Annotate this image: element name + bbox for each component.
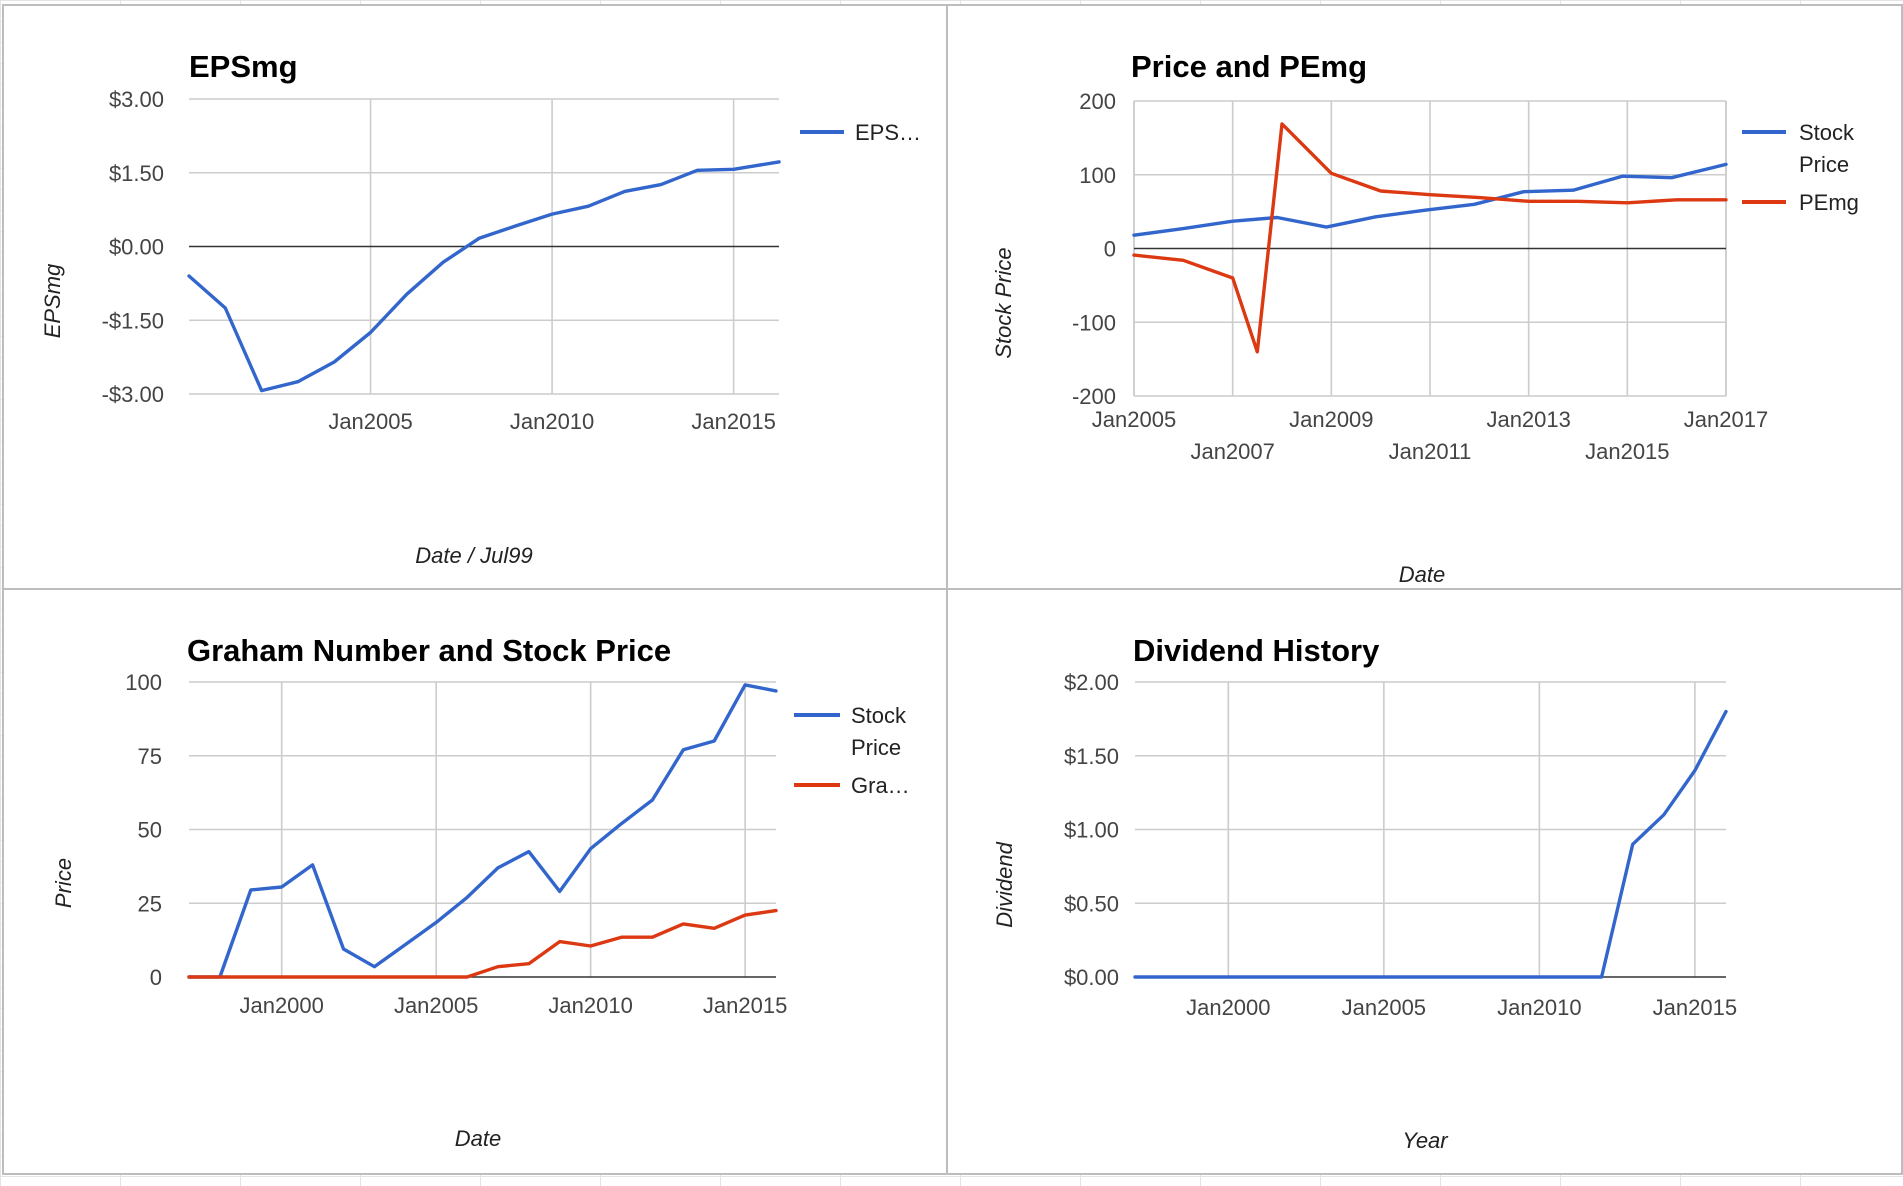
y-tick-label: 50 xyxy=(138,818,162,843)
x-tick-label: Jan2009 xyxy=(1289,407,1373,432)
series-line-stock-price xyxy=(1132,162,1728,237)
x-tick-label: Jan2015 xyxy=(691,409,775,434)
chart-dividend-history-svg: Dividend History Year Dividend $2.00 $1.5… xyxy=(992,633,1737,1153)
y-tick-label: $3.00 xyxy=(109,87,164,112)
y-axis-label: Price xyxy=(51,858,76,908)
y-tick-label: $0.50 xyxy=(1064,891,1119,916)
legend-label-price: Price xyxy=(1799,152,1849,177)
x-tick-label: Jan2015 xyxy=(1653,995,1737,1020)
x-tick-label: Jan2017 xyxy=(1684,407,1768,432)
chart-title: EPSmg xyxy=(189,49,298,84)
y-tick-label: -$3.00 xyxy=(102,382,164,407)
x-tick-label: Jan2010 xyxy=(1497,995,1581,1020)
x-tick-label: Jan2011 xyxy=(1389,439,1472,464)
x-axis-label: Date xyxy=(455,1126,501,1151)
y-tick-label: 0 xyxy=(1104,237,1116,262)
legend-label-stock: Stock xyxy=(1799,120,1855,145)
x-tick-label: Jan2000 xyxy=(239,993,323,1018)
chart-title: Dividend History xyxy=(1133,633,1380,668)
x-tick-label: Jan2005 xyxy=(394,993,478,1018)
y-axis-label: Stock Price xyxy=(991,247,1016,358)
legend-label-epsmg: EPS… xyxy=(855,120,921,145)
series-line-dividend xyxy=(1133,709,1728,979)
series-line-stock-price xyxy=(187,683,778,979)
y-tick-label: 100 xyxy=(1079,163,1116,188)
y-axis-label: Dividend xyxy=(992,841,1017,927)
y-axis-label: EPSmg xyxy=(40,263,65,338)
x-axis-label: Date xyxy=(1399,562,1445,587)
y-tick-label: 100 xyxy=(125,670,162,695)
y-tick-label: $0.00 xyxy=(1064,965,1119,990)
y-tick-label: $0.00 xyxy=(109,235,164,260)
y-tick-label: 25 xyxy=(138,891,162,916)
x-tick-label: Jan2015 xyxy=(1585,439,1669,464)
x-axis-label: Year xyxy=(1402,1128,1449,1153)
x-tick-label: Jan2013 xyxy=(1486,407,1570,432)
series-line-graham-number xyxy=(187,908,778,979)
y-tick-label: 75 xyxy=(138,744,162,769)
y-tick-label: $1.00 xyxy=(1064,818,1119,843)
legend-label-price: Price xyxy=(851,735,901,760)
x-axis-label: Date / Jul99 xyxy=(415,543,532,568)
x-tick-label: Jan2005 xyxy=(328,409,412,434)
chart-graham-number[interactable]: Graham Number and Stock Price Date Price… xyxy=(2,588,948,1175)
x-tick-label: Jan2010 xyxy=(510,409,594,434)
x-tick-label: Jan2015 xyxy=(703,993,787,1018)
chart-dividend-history[interactable]: Dividend History Year Dividend $2.00 $1.5… xyxy=(946,588,1903,1175)
x-tick-label: Jan2010 xyxy=(548,993,632,1018)
legend-label-pemg: PEmg xyxy=(1799,190,1859,215)
x-tick-label: Jan2000 xyxy=(1186,995,1270,1020)
legend-label-stock: Stock xyxy=(851,703,907,728)
x-tick-label: Jan2007 xyxy=(1190,439,1274,464)
series-line-pemg xyxy=(1132,122,1728,354)
x-tick-label: Jan2005 xyxy=(1092,407,1176,432)
chart-title: Price and PEmg xyxy=(1131,49,1367,84)
y-tick-label: -100 xyxy=(1072,310,1116,335)
y-tick-label: -200 xyxy=(1072,384,1116,409)
chart-graham-number-svg: Graham Number and Stock Price Date Price… xyxy=(51,633,910,1151)
chart-price-and-pemg[interactable]: Price and PEmg Date Stock Price 200 100 0 -… xyxy=(946,4,1903,591)
chart-price-and-pemg-svg: Price and PEmg Date Stock Price 200 100 0 -… xyxy=(991,49,1859,587)
y-tick-label: 200 xyxy=(1079,89,1116,114)
series-line-epsmg xyxy=(187,160,781,393)
y-tick-label: -$1.50 xyxy=(102,308,164,333)
y-tick-label: $2.00 xyxy=(1064,670,1119,695)
chart-epsmg-svg: EPSmg Date / Jul99 EPSmg $3.00 $1.50 $0.00… xyxy=(40,49,921,568)
chart-title: Graham Number and Stock Price xyxy=(187,633,671,668)
legend-label-graham: Gra… xyxy=(851,773,910,798)
y-tick-label: 0 xyxy=(150,965,162,990)
x-tick-label: Jan2005 xyxy=(1342,995,1426,1020)
y-tick-label: $1.50 xyxy=(1064,744,1119,769)
y-tick-label: $1.50 xyxy=(109,161,164,186)
chart-epsmg[interactable]: EPSmg Date / Jul99 EPSmg $3.00 $1.50 $0.00… xyxy=(2,4,948,591)
